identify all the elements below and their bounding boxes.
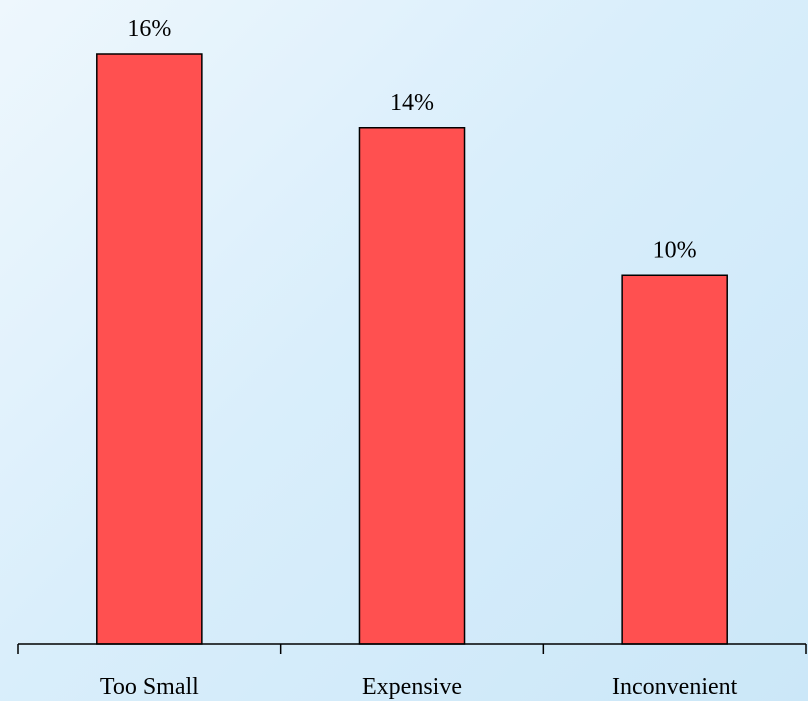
bar-inconvenient [621,274,728,645]
bar-expensive [358,127,466,645]
data-label-too-small: 16% [127,16,171,42]
tick-label-too-small: Too Small [100,674,199,700]
tick-label-inconvenient: Inconvenient [612,674,738,700]
tick-label-expensive: Expensive [362,674,462,700]
data-label-inconvenient: 10% [653,237,697,263]
value-labels-group: 16% 14% 10% [127,16,696,263]
x-axis-tick-labels: Too Small Expensive Inconvenient [100,674,738,700]
data-label-expensive: 14% [390,90,434,116]
bar-too-small [96,53,203,645]
x-axis-ticks [17,644,807,654]
bars-group [96,53,728,645]
